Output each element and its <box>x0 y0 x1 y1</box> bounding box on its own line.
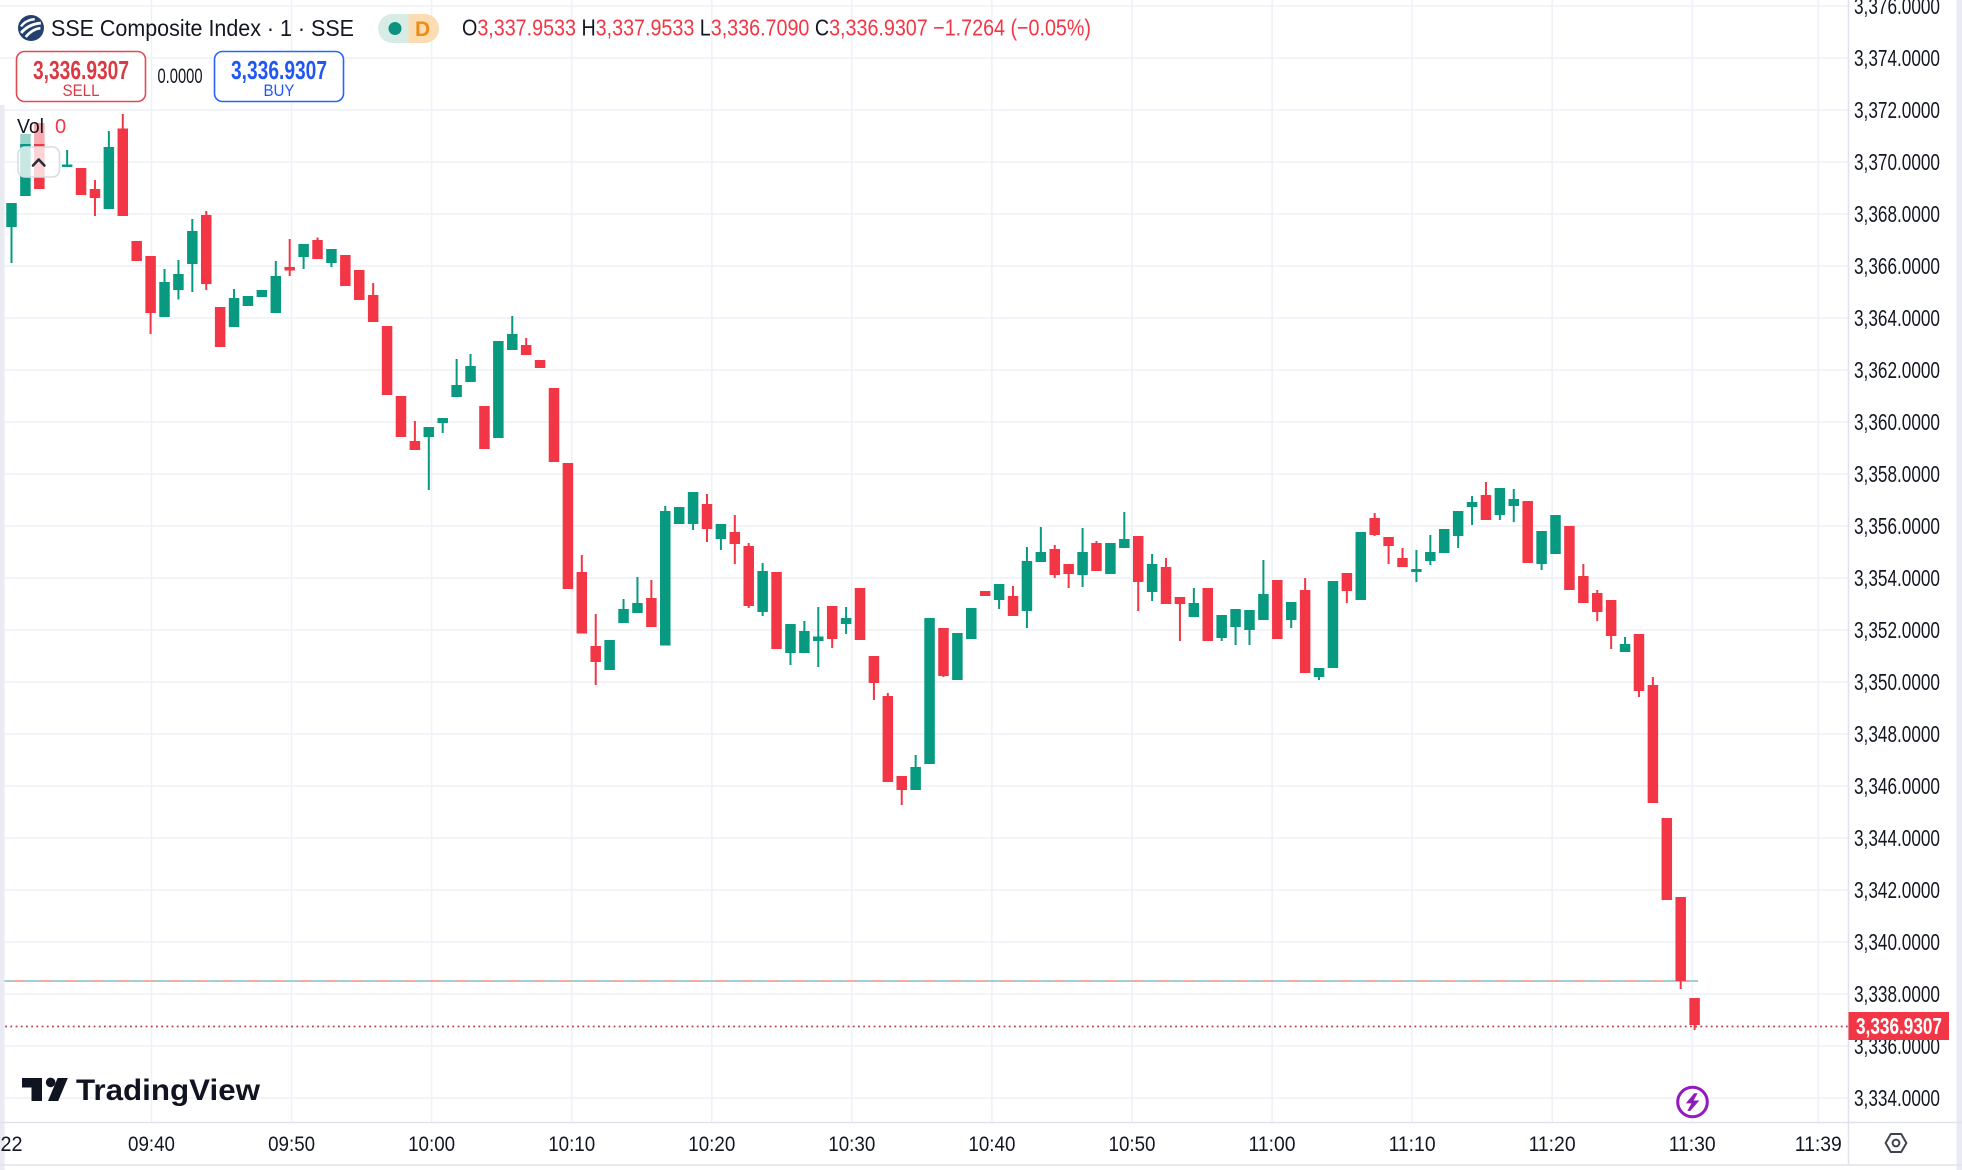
svg-text:11:39: 11:39 <box>1795 1133 1842 1156</box>
svg-text:3,340.0000: 3,340.0000 <box>1854 929 1940 955</box>
svg-text:10:40: 10:40 <box>968 1133 1015 1156</box>
svg-text:3,356.0000: 3,356.0000 <box>1854 513 1940 539</box>
svg-text:3,334.0000: 3,334.0000 <box>1854 1085 1940 1111</box>
svg-text:3,376.0000: 3,376.0000 <box>1854 0 1940 19</box>
svg-text:10:10: 10:10 <box>548 1133 595 1156</box>
svg-text:3,364.0000: 3,364.0000 <box>1854 305 1940 331</box>
svg-text:3,338.0000: 3,338.0000 <box>1854 981 1940 1007</box>
svg-text:3,372.0000: 3,372.0000 <box>1854 97 1940 123</box>
svg-text:SSE Composite Index · 1 · SSE: SSE Composite Index · 1 · SSE <box>51 15 354 41</box>
svg-text:3,352.0000: 3,352.0000 <box>1854 617 1940 643</box>
svg-text:Vol: Vol <box>17 116 44 138</box>
svg-text:3,344.0000: 3,344.0000 <box>1854 825 1940 851</box>
svg-text:3,370.0000: 3,370.0000 <box>1854 149 1940 175</box>
svg-text:09:50: 09:50 <box>268 1133 315 1156</box>
svg-text:0: 0 <box>55 116 66 138</box>
svg-text:3,336.9307: 3,336.9307 <box>33 55 129 85</box>
svg-text:BUY: BUY <box>264 82 295 100</box>
svg-text:09:40: 09:40 <box>128 1133 175 1156</box>
svg-text:3,342.0000: 3,342.0000 <box>1854 877 1940 903</box>
svg-text:3,336.9307: 3,336.9307 <box>231 55 327 85</box>
svg-text:O3,337.9533 H3,337.9533 L3,336: O3,337.9533 H3,337.9533 L3,336.7090 C3,3… <box>462 15 1091 41</box>
svg-text:3,348.0000: 3,348.0000 <box>1854 721 1940 747</box>
svg-text:3,350.0000: 3,350.0000 <box>1854 669 1940 695</box>
svg-text:3,354.0000: 3,354.0000 <box>1854 565 1940 591</box>
svg-text:10:00: 10:00 <box>408 1133 455 1156</box>
svg-text:3,358.0000: 3,358.0000 <box>1854 461 1940 487</box>
svg-text:3,346.0000: 3,346.0000 <box>1854 773 1940 799</box>
svg-text:3,336.9307: 3,336.9307 <box>1856 1013 1942 1039</box>
svg-text:10:50: 10:50 <box>1109 1133 1156 1156</box>
svg-text:3,360.0000: 3,360.0000 <box>1854 409 1940 435</box>
svg-text:11:10: 11:10 <box>1389 1133 1436 1156</box>
svg-text:10:20: 10:20 <box>688 1133 735 1156</box>
svg-text:11:20: 11:20 <box>1529 1133 1576 1156</box>
svg-text:TradingView: TradingView <box>76 1074 261 1107</box>
svg-text:10:30: 10:30 <box>828 1133 875 1156</box>
svg-text:3,366.0000: 3,366.0000 <box>1854 253 1940 279</box>
svg-text:3,374.0000: 3,374.0000 <box>1854 45 1940 71</box>
svg-text:0.0000: 0.0000 <box>158 65 203 88</box>
svg-text:3,362.0000: 3,362.0000 <box>1854 357 1940 383</box>
svg-text:D: D <box>415 18 430 41</box>
svg-text:22: 22 <box>1 1133 23 1156</box>
svg-text:SELL: SELL <box>63 82 100 100</box>
svg-text:11:00: 11:00 <box>1249 1133 1296 1156</box>
svg-text:11:30: 11:30 <box>1669 1133 1716 1156</box>
svg-text:3,368.0000: 3,368.0000 <box>1854 201 1940 227</box>
